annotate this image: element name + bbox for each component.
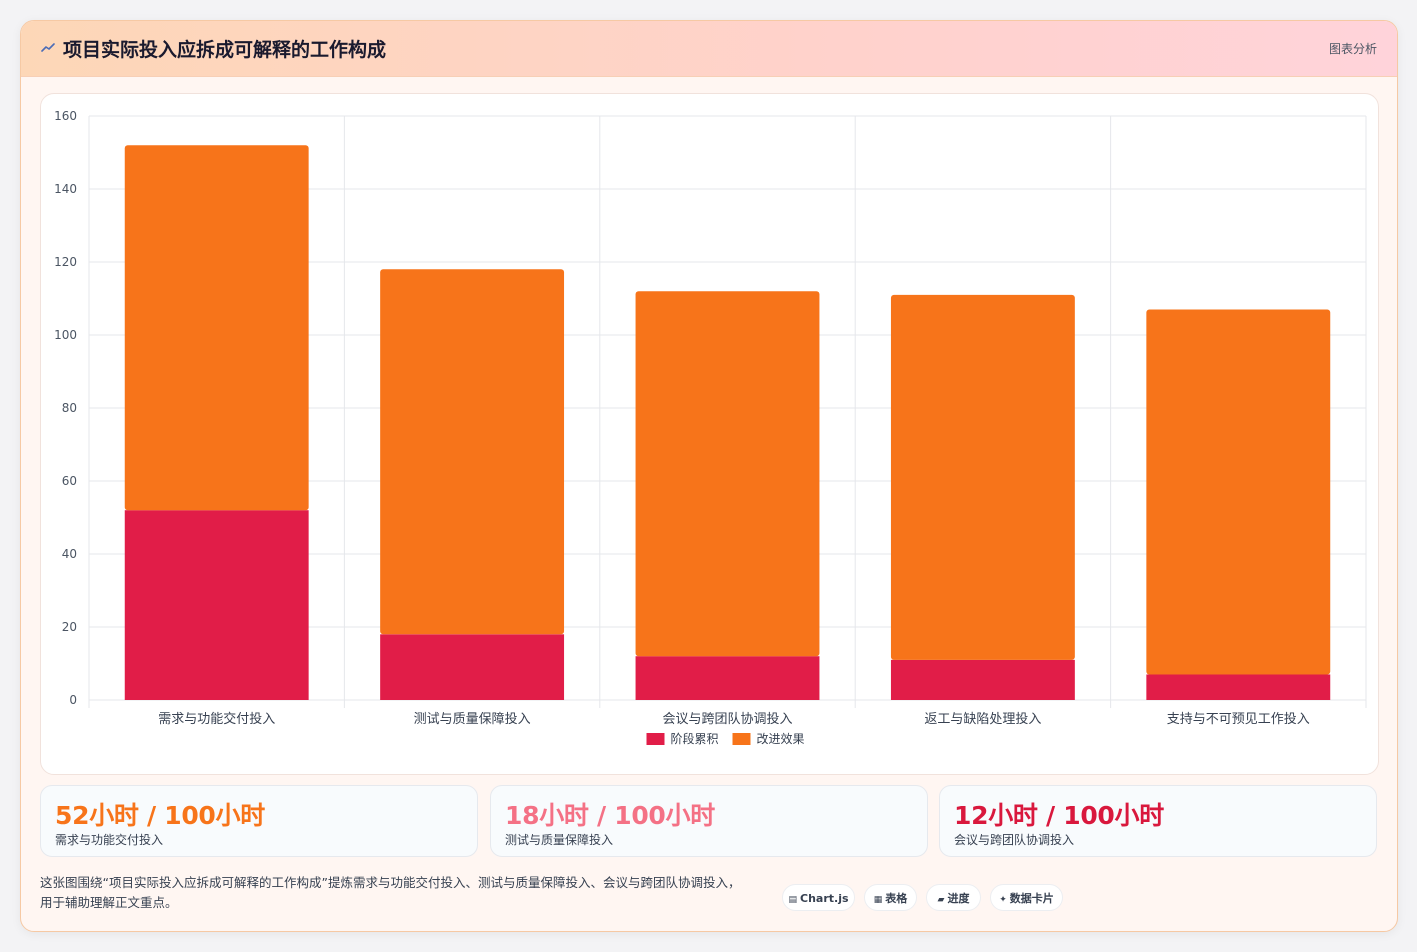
- x-tick-label: 需求与功能交付投入: [158, 711, 275, 727]
- x-tick-label: 支持与不可预见工作投入: [1167, 711, 1310, 727]
- chip-label: Chart.js: [800, 892, 849, 905]
- stat-card-2: 18小时 / 100小时 测试与质量保障投入: [490, 785, 928, 857]
- stat-label: 测试与质量保障投入: [505, 833, 614, 847]
- chip-table[interactable]: ▦ 表格: [864, 884, 917, 911]
- stat-card-1: 52小时 / 100小时 需求与功能交付投入: [40, 785, 478, 857]
- bar-segment: [890, 294, 1075, 660]
- stacked-bar-chart: 0 20 40 60 80 100 120 140 160 需求与功能交付投入 测试与质量保障投入 会…: [54, 109, 1367, 746]
- bar-segment: [635, 656, 820, 700]
- stat-value: 52小时 / 100小时: [55, 801, 265, 830]
- page-title: 项目实际投入应拆成可解释的工作构成: [63, 39, 387, 61]
- stat-label: 需求与功能交付投入: [55, 833, 164, 847]
- y-tick-label: 60: [62, 474, 77, 488]
- stat-label: 会议与跨团队协调投入: [954, 833, 1075, 847]
- description-line: 这张图围绕“项目实际投入应拆成可解释的工作构成”提炼需求与功能交付投入、测试与质…: [40, 875, 741, 890]
- bar-segment: [1146, 674, 1331, 700]
- chip-label: 表格: [885, 892, 908, 905]
- x-tick-label: 测试与质量保障投入: [414, 711, 531, 727]
- chart-line-icon: [41, 43, 55, 52]
- bar-segment: [124, 145, 309, 511]
- bar-segment: [124, 510, 309, 700]
- table-icon: ▦: [873, 895, 883, 905]
- y-tick-label: 100: [54, 328, 77, 342]
- stat-card-3: 12小时 / 100小时 会议与跨团队协调投入: [939, 785, 1377, 857]
- chart-description: 这张图围绕“项目实际投入应拆成可解释的工作构成”提炼需求与功能交付投入、测试与质…: [40, 873, 780, 913]
- chip-progress[interactable]: ▰ 进度: [926, 884, 981, 911]
- bar-segment: [1146, 309, 1331, 675]
- y-tick-label: 140: [54, 182, 77, 196]
- chip-label: 数据卡片: [1009, 892, 1054, 905]
- y-tick-label: 160: [54, 109, 77, 123]
- progress-icon: ▰: [937, 895, 945, 905]
- description-line: 用于辅助理解正文重点。: [40, 895, 178, 910]
- bar-segment: [890, 659, 1075, 700]
- y-tick-label: 40: [62, 547, 77, 561]
- chip-chartjs[interactable]: ▤ Chart.js: [782, 884, 855, 911]
- x-tick-label: 会议与跨团队协调投入: [662, 711, 792, 727]
- bar-segment: [380, 269, 565, 635]
- chip-data-card[interactable]: ✦ 数据卡片: [990, 884, 1063, 911]
- chart-icon: ▤: [788, 895, 797, 905]
- bar-segment: [380, 634, 565, 700]
- bar-segment: [635, 291, 820, 657]
- y-tick-label: 0: [69, 693, 77, 707]
- report-card: 项目实际投入应拆成可解释的工作构成 图表分析 0 20 40 60 80 100 120 14…: [20, 20, 1398, 932]
- y-tick-label: 80: [62, 401, 77, 415]
- y-tick-label: 20: [62, 620, 77, 634]
- chart-panel: 0 20 40 60 80 100 120 140 160 需求与功能交付投入 测试与质量保障投入 会…: [40, 93, 1379, 775]
- stat-value: 18小时 / 100小时: [505, 801, 715, 830]
- card-header: 项目实际投入应拆成可解释的工作构成 图表分析: [21, 21, 1397, 77]
- chart-analysis-link[interactable]: 图表分析: [1328, 42, 1377, 56]
- x-tick-label: 返工与缺陷处理投入: [924, 711, 1041, 727]
- legend-label: 阶段累积: [671, 731, 719, 746]
- legend-swatch: [646, 733, 665, 745]
- legend-label: 改进效果: [757, 731, 805, 746]
- sparkle-icon: ✦: [999, 895, 1007, 905]
- legend-swatch: [732, 733, 751, 745]
- chip-label: 进度: [947, 892, 970, 905]
- y-tick-label: 120: [54, 255, 77, 269]
- stat-value: 12小时 / 100小时: [954, 801, 1164, 830]
